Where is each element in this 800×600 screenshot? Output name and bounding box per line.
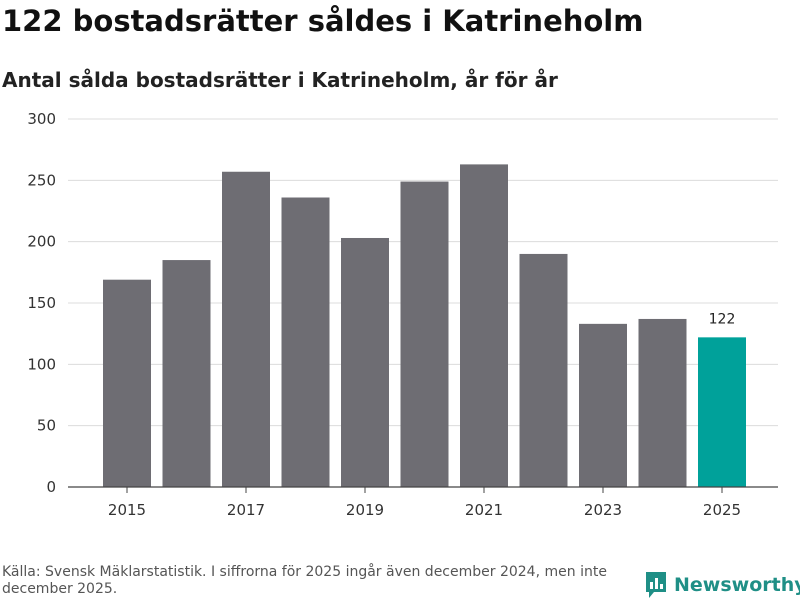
chart-title: 122 bostadsrätter såldes i Katrineholm (2, 4, 644, 38)
bar-2022 (519, 253, 568, 487)
chart-subtitle: Antal sålda bostadsrätter i Katrineholm,… (2, 68, 558, 92)
x-tick-label: 2017 (227, 501, 265, 519)
brand-name: Newsworthy (674, 574, 800, 596)
x-tick-label: 2021 (465, 501, 503, 519)
y-tick-label: 200 (27, 233, 56, 251)
x-tick-label: 2015 (108, 501, 146, 519)
bar-2018 (281, 197, 330, 488)
brand-logo[interactable]: Newsworthy (644, 570, 800, 600)
y-tick-label: 100 (27, 355, 56, 373)
data-label-2025: 122 (709, 311, 736, 327)
bar-chart: 0 50 100 150 200 250 300 2015 2017 2019 2021 2023 20… (27, 110, 778, 519)
bar-2015 (103, 279, 151, 487)
x-tick-label: 2019 (346, 501, 384, 519)
x-tick-label: 2025 (703, 501, 741, 519)
y-tick-label: 150 (27, 294, 56, 312)
bar-2023 (579, 323, 627, 487)
y-tick-label: 0 (46, 478, 56, 496)
bar-2020 (400, 181, 449, 487)
x-tick-label: 2023 (584, 501, 622, 519)
newsworthy-logo-icon (646, 572, 666, 598)
bar-2021 (460, 164, 508, 488)
y-tick-label: 300 (27, 110, 56, 128)
bar-2017 (222, 171, 270, 487)
y-tick-label: 250 (27, 171, 56, 189)
bar-2024 (638, 318, 687, 487)
bar-2019 (341, 237, 389, 487)
bar-2025 (698, 337, 746, 487)
y-tick-label: 50 (37, 417, 56, 435)
source-note: Källa: Svensk Mäklarstatistik. I siffror… (2, 564, 607, 597)
bar-2016 (162, 260, 211, 487)
